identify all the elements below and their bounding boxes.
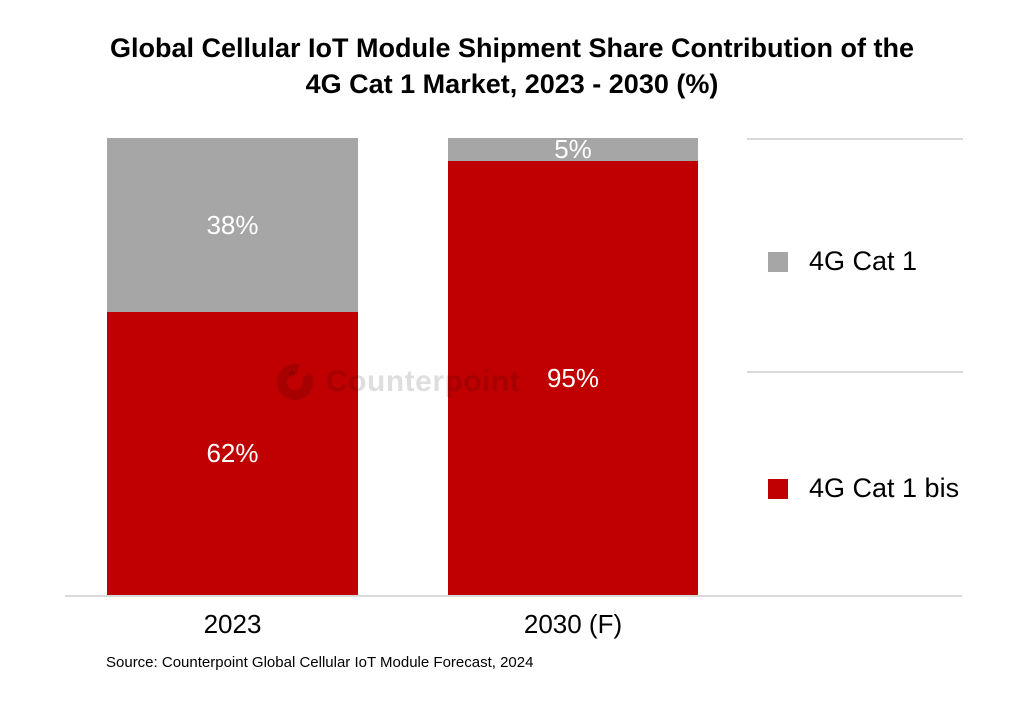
bar-2030-forecast: 5% 95% bbox=[448, 134, 698, 595]
legend-divider-top bbox=[747, 138, 963, 140]
segment-4g-cat-1: 5% bbox=[448, 134, 698, 165]
legend-swatch-4g-cat-1 bbox=[768, 251, 788, 272]
legend-item-4g-cat-1: 4G Cat 1 bbox=[768, 246, 917, 277]
data-label: 38% bbox=[206, 209, 259, 240]
segment-4g-cat-1: 38% bbox=[107, 138, 358, 312]
bar-2023: 38% 62% bbox=[107, 138, 358, 595]
legend-item-4g-cat-1-bis: 4G Cat 1 bis bbox=[768, 473, 959, 504]
x-axis-label-2030-forecast: 2030 (F) bbox=[523, 609, 623, 639]
legend-label-4g-cat-1-bis: 4G Cat 1 bis bbox=[809, 473, 960, 503]
data-label: 62% bbox=[206, 438, 259, 469]
x-axis-label-2023: 2023 bbox=[203, 609, 262, 639]
data-label: 95% bbox=[546, 362, 600, 393]
data-label: 5% bbox=[554, 134, 592, 165]
chart-title: Global Cellular IoT Module Shipment Shar… bbox=[0, 30, 1024, 102]
legend-divider-middle bbox=[747, 371, 963, 373]
x-axis-line bbox=[65, 595, 962, 597]
segment-4g-cat-1-bis: 62% bbox=[107, 311, 358, 595]
legend-label-4g-cat-1: 4G Cat 1 bbox=[809, 246, 918, 276]
chart-title-line2: 4G Cat 1 Market, 2023 - 2030 (%) bbox=[305, 69, 719, 99]
source-note: Source: Counterpoint Global Cellular IoT… bbox=[106, 654, 534, 671]
segment-4g-cat-1-bis: 95% bbox=[448, 160, 698, 595]
chart-title-line1: Global Cellular IoT Module Shipment Shar… bbox=[109, 33, 914, 63]
legend-swatch-4g-cat-1-bis bbox=[768, 478, 788, 499]
